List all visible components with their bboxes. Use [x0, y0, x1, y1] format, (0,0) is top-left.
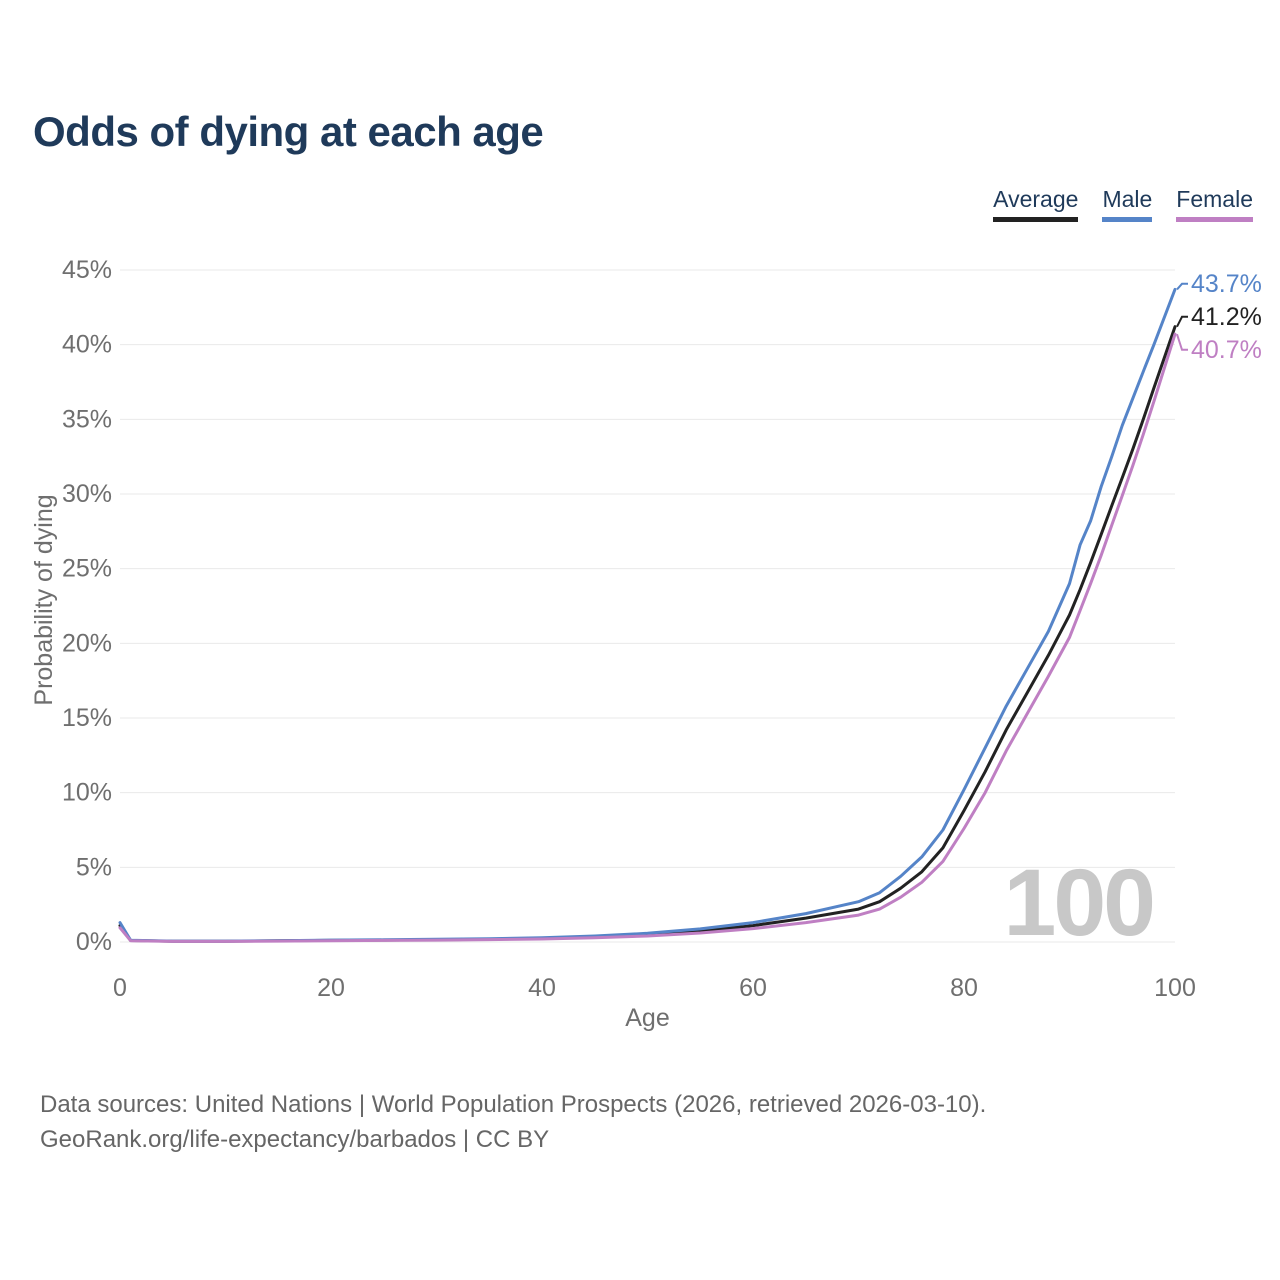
footer-data-sources: Data sources: United Nations | World Pop… — [40, 1091, 987, 1118]
x-axis-title: Age — [625, 1004, 669, 1032]
watermark-age-label: 100 — [1003, 850, 1153, 956]
legend-item-average[interactable]: Average — [993, 186, 1079, 222]
series-line-male — [118, 287, 1177, 943]
end-label-male: 43.7% — [1191, 270, 1262, 298]
x-tick-label: 20 — [317, 974, 345, 1002]
end-label-average: 41.2% — [1191, 303, 1262, 331]
end-label-connector-average — [1176, 315, 1188, 328]
x-tick-label: 100 — [1154, 974, 1196, 1002]
y-tick-label: 5% — [76, 853, 112, 881]
x-tick-label: 0 — [113, 974, 127, 1002]
y-axis-title: Probability of dying — [30, 494, 58, 705]
y-tick-label: 40% — [62, 331, 112, 359]
x-tick-label: 40 — [528, 974, 556, 1002]
end-label-female: 40.7% — [1191, 336, 1262, 364]
end-label-connector-female — [1176, 333, 1188, 351]
y-tick-label: 10% — [62, 779, 112, 807]
page-title: Odds of dying at each age — [33, 108, 544, 155]
y-tick-label: 15% — [62, 704, 112, 732]
end-label-connector-male — [1176, 282, 1188, 291]
x-tick-label: 60 — [739, 974, 767, 1002]
legend-item-female[interactable]: Female — [1176, 186, 1253, 222]
y-tick-label: 25% — [62, 555, 112, 583]
chart-legend: Average Male Female — [993, 186, 1253, 222]
y-tick-label: 35% — [62, 405, 112, 433]
y-tick-label: 0% — [76, 928, 112, 956]
footer-attribution: GeoRank.org/life-expectancy/barbados | C… — [40, 1126, 550, 1153]
chart-footer: Data sources: United Nations | World Pop… — [40, 1087, 986, 1157]
series-line-female — [118, 332, 1177, 943]
legend-item-male[interactable]: Male — [1102, 186, 1153, 222]
y-tick-label: 20% — [62, 629, 112, 657]
y-tick-label: 45% — [62, 256, 112, 284]
y-tick-label: 30% — [62, 480, 112, 508]
x-tick-label: 80 — [950, 974, 978, 1002]
